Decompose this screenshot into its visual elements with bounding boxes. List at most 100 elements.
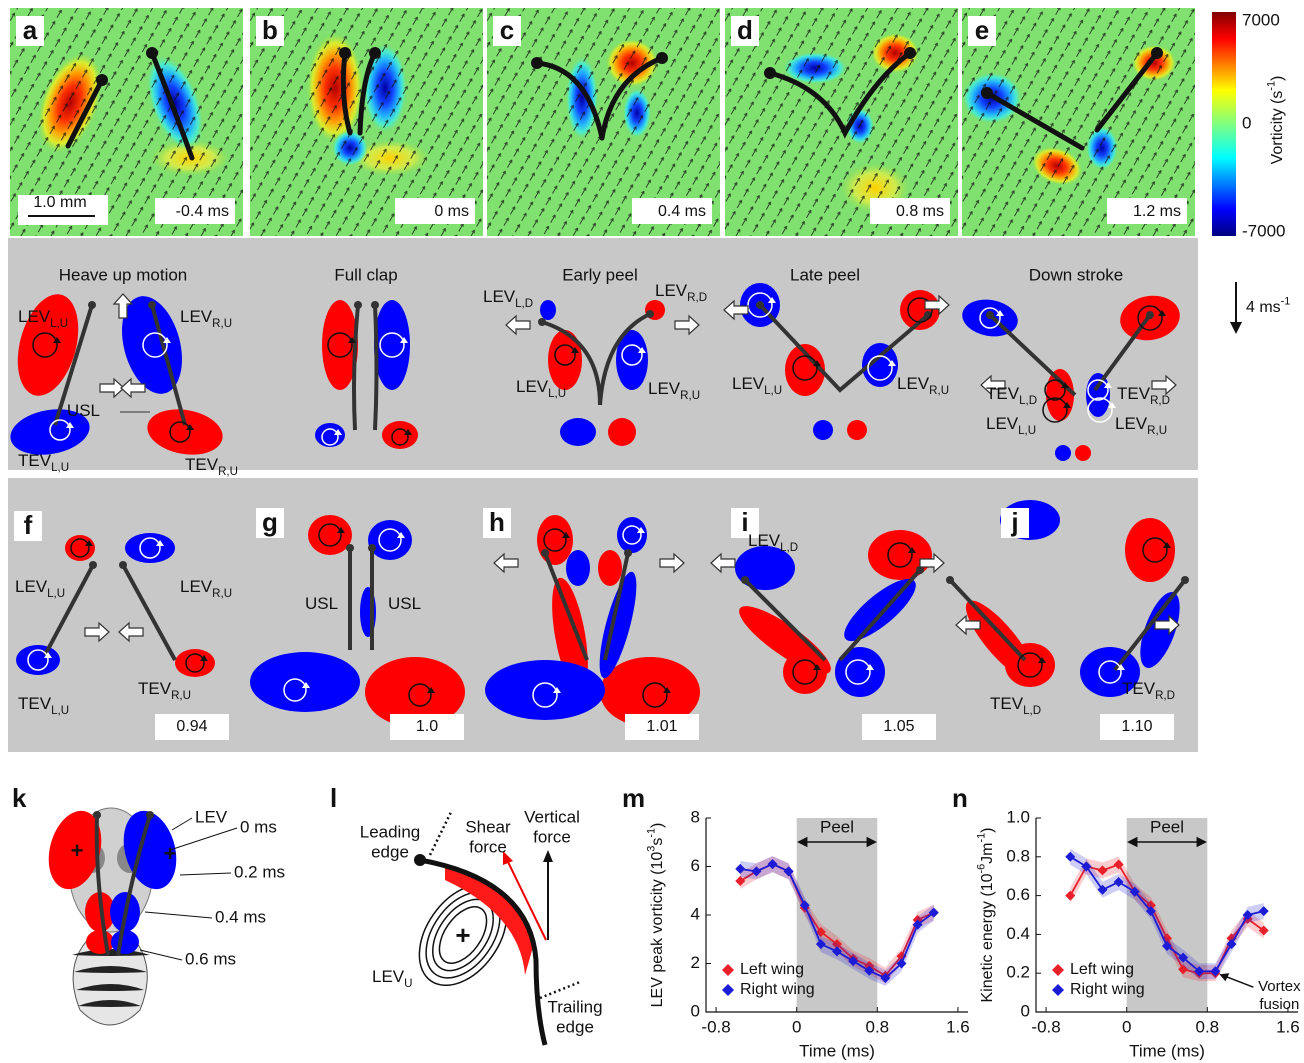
leading-edge (371, 301, 379, 309)
vorticity-panel: d0.8 ms (725, 8, 958, 236)
k-label: 0.6 ms (185, 949, 236, 968)
subscript: L,D (780, 542, 798, 554)
text-part: TEV (18, 694, 52, 713)
leading-edge (148, 301, 156, 309)
text-part: LEV (372, 967, 405, 986)
leading-edge (646, 310, 654, 318)
leading-edge (354, 301, 362, 309)
ratio-label: 1.01 (646, 718, 677, 735)
vertical-force-head (543, 850, 553, 862)
vortex-label: USL (305, 594, 338, 613)
panel-title: Full clap (334, 265, 397, 284)
subscript: L,U (1018, 425, 1036, 437)
ratio-label: 1.10 (1121, 718, 1152, 735)
vortex-red (598, 550, 622, 586)
legend-label: Right wing (740, 981, 815, 998)
leading-edge (368, 544, 376, 552)
text-part: LEV (748, 531, 781, 550)
text-part: LEV (1115, 414, 1148, 433)
l-label: force (533, 827, 571, 846)
subscript: R,D (687, 292, 707, 304)
text-part: LEV (732, 374, 765, 393)
panel-letter: j (1010, 507, 1018, 537)
time-label: -0.4 ms (176, 203, 229, 220)
subscript: L,U (50, 318, 68, 330)
colorbar (1212, 12, 1236, 236)
vortex-blue (540, 300, 556, 320)
text-part: ) (1269, 76, 1286, 81)
subscript: L,U (51, 462, 69, 474)
x-tick-label: 0.8 (865, 1017, 889, 1036)
superscript: -1 (645, 828, 657, 838)
k-label: 0.2 ms (234, 862, 285, 881)
x-tick-label: 1.6 (946, 1017, 970, 1036)
leading-edge (981, 87, 993, 99)
panel-letter: a (23, 15, 38, 45)
text-part: Kinetic energy (10 (979, 873, 996, 1002)
text-part: LEV (897, 374, 930, 393)
ratio-label: 1.0 (416, 718, 438, 735)
leading-edge (369, 47, 381, 59)
leading-edge (946, 576, 954, 584)
velocity-scale-label: 4 ms-1 (1246, 295, 1290, 316)
x-tick-label: 0 (1122, 1017, 1131, 1036)
text-part: USL (305, 594, 338, 613)
leading-edge (89, 561, 97, 569)
subscript: L,U (764, 385, 782, 397)
leader (145, 912, 212, 918)
leading-edge (541, 549, 549, 557)
figure: a-0.4 msb0 msc0.4 msd0.8 mse1.2 ms1.0 mm… (0, 0, 1304, 1063)
y-axis-label: LEV peak vorticity (103s-1) (645, 823, 666, 1008)
x-tick-label: -0.8 (701, 1017, 730, 1036)
panel-letter: k (12, 783, 27, 813)
vortex-label: USL (388, 594, 421, 613)
vortex-blue (111, 930, 139, 954)
y-tick-label: 0.2 (1006, 963, 1030, 982)
leading-edge (1151, 47, 1163, 59)
k-label: 0 ms (240, 817, 277, 836)
legend-marker (722, 984, 734, 996)
vortex-label: USL (67, 401, 100, 420)
subscript: R,U (929, 385, 949, 397)
text-part: ) (649, 823, 666, 828)
time-label: 1.2 ms (1133, 203, 1181, 220)
leading-edge (346, 544, 354, 552)
text-part: TEV (986, 384, 1020, 403)
annotation: fusion (1259, 996, 1299, 1013)
l-label: force (469, 837, 507, 856)
leading-edge (146, 47, 158, 59)
colorbar-label: Vorticity (s-1) (1265, 76, 1286, 165)
vortex-red (86, 930, 114, 954)
y-tick-label: 8 (691, 807, 700, 826)
legend-marker (722, 964, 734, 976)
panel-title: Heave up motion (59, 265, 188, 284)
vortex-red (537, 515, 573, 565)
panel-letter: f (24, 510, 33, 540)
vortex-blue (566, 550, 590, 586)
leading-edge (93, 811, 101, 819)
l-label: Vertical (524, 807, 580, 826)
panel-letter: b (262, 15, 278, 45)
text-part: LEV (180, 577, 213, 596)
vorticity-panel: b0 ms (250, 8, 483, 236)
leading-edge (986, 311, 994, 319)
panel-letter: e (975, 15, 989, 45)
legend-label: Right wing (1070, 981, 1145, 998)
time-label: 0.8 ms (896, 203, 944, 220)
y-tick-label: 0.4 (1006, 924, 1030, 943)
superscript: -1 (975, 833, 987, 843)
superscript: -6 (975, 864, 987, 874)
text-part: USL (67, 401, 100, 420)
subscript: L,D (1023, 705, 1041, 717)
leading-edge (741, 576, 749, 584)
y-axis-label: Kinetic energy (10-6Jm-1) (975, 828, 996, 1003)
panel-letter: g (262, 507, 278, 537)
leading-edge (414, 854, 426, 866)
panel-title: Down stroke (1029, 265, 1123, 284)
text-part: TEV (1122, 679, 1156, 698)
text-part: LEV (18, 307, 51, 326)
vortex-red (1046, 369, 1074, 421)
text-part: Jm (979, 843, 996, 864)
plus: + (164, 841, 177, 866)
leading-edge (146, 811, 154, 819)
